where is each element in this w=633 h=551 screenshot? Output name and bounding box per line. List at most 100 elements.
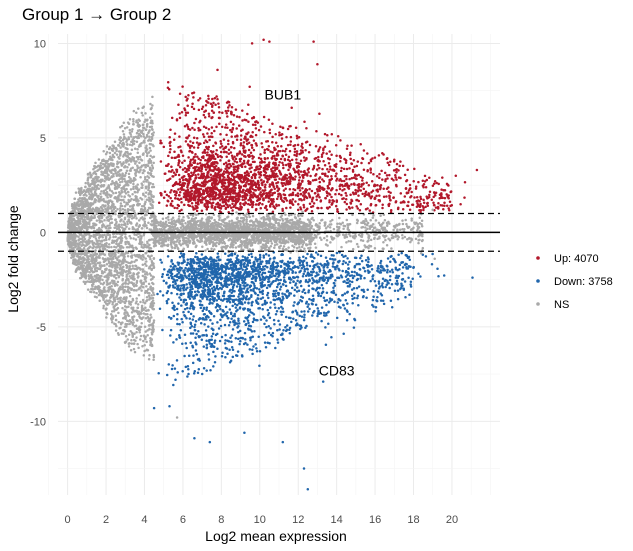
ns-point <box>407 225 411 229</box>
ns-point <box>121 187 125 190</box>
ns-point <box>151 325 154 328</box>
ns-point <box>83 253 87 257</box>
ns-point <box>98 216 101 220</box>
ns-point <box>266 227 270 231</box>
ns-point <box>88 271 91 274</box>
ns-point <box>119 296 122 300</box>
ns-point <box>139 334 143 338</box>
ns-point <box>101 172 104 176</box>
ns-point <box>75 247 79 251</box>
ns-point <box>132 237 135 240</box>
ns-point <box>84 181 87 185</box>
ns-point <box>97 158 101 161</box>
ns-point <box>149 278 153 281</box>
ns-point <box>316 232 320 236</box>
ns-point <box>278 246 281 250</box>
ns-point <box>139 280 142 283</box>
ns-point <box>171 246 174 250</box>
chart-title: Group 1 → Group 2 <box>22 5 171 24</box>
ns-point <box>135 217 138 220</box>
ns-point <box>390 236 394 240</box>
ns-point <box>137 188 141 191</box>
ns-point <box>136 190 139 194</box>
ns-point <box>140 142 143 145</box>
ns-point <box>114 209 118 213</box>
ns-point <box>367 239 370 242</box>
ns-point <box>180 229 184 232</box>
ns-point <box>127 200 131 204</box>
ns-point <box>135 247 138 251</box>
ns-point <box>144 257 147 260</box>
ns-point <box>102 204 105 207</box>
ns-point <box>103 179 106 183</box>
ns-point <box>127 172 131 176</box>
ns-point <box>76 204 79 207</box>
ns-point <box>108 151 112 155</box>
ns-point <box>129 222 133 225</box>
ns-point <box>140 289 143 292</box>
ns-point <box>109 300 112 303</box>
ns-point <box>141 129 144 132</box>
ns-point <box>130 276 133 280</box>
ns-point <box>218 218 221 222</box>
ns-point <box>99 277 102 280</box>
ns-point <box>318 236 322 240</box>
ns-point <box>130 256 134 259</box>
ns-point <box>203 236 207 239</box>
ns-point <box>74 258 77 261</box>
ns-point <box>120 204 124 208</box>
ns-point <box>89 183 93 186</box>
ns-point <box>113 226 116 230</box>
ns-point <box>108 214 111 217</box>
ns-point <box>98 235 102 238</box>
ns-point <box>85 258 88 261</box>
ns-point <box>95 239 99 242</box>
ns-point <box>122 256 126 260</box>
ns-point <box>143 126 146 130</box>
ns-point <box>211 227 215 231</box>
ns-point <box>137 132 141 136</box>
ns-point <box>365 219 368 223</box>
ns-point <box>312 218 315 222</box>
ns-point <box>188 226 192 229</box>
ns-point <box>91 192 94 196</box>
ns-point <box>121 279 124 282</box>
ns-point <box>284 248 287 252</box>
ns-point <box>196 219 200 223</box>
ns-point <box>113 223 117 227</box>
ns-point <box>146 152 149 155</box>
ns-point <box>121 130 125 133</box>
ns-point <box>228 220 231 223</box>
ns-point <box>273 213 276 217</box>
ns-point <box>218 214 221 217</box>
ns-point <box>150 106 153 110</box>
ns-point <box>84 276 87 279</box>
ns-point <box>133 139 136 143</box>
ns-point <box>331 218 334 222</box>
ns-point <box>267 225 270 228</box>
ns-point <box>103 275 106 278</box>
ns-point <box>133 350 137 354</box>
ns-point <box>73 236 77 239</box>
ns-point <box>102 149 105 153</box>
ns-point <box>84 215 88 219</box>
ns-point <box>126 282 130 286</box>
ns-point <box>226 244 229 248</box>
ns-point <box>136 310 140 314</box>
ns-point <box>381 228 385 231</box>
ns-point <box>248 220 252 223</box>
ns-point <box>124 211 127 214</box>
ns-point <box>92 226 96 230</box>
ns-point <box>146 208 150 212</box>
ns-point <box>122 282 125 285</box>
ns-point <box>122 121 126 124</box>
ns-point <box>144 146 147 149</box>
ns-point <box>374 219 378 222</box>
ns-point <box>78 241 81 245</box>
ns-point <box>245 238 249 242</box>
ns-point <box>135 319 139 322</box>
ns-point <box>82 189 86 192</box>
ns-point <box>108 254 112 258</box>
ns-point <box>143 335 147 339</box>
ns-point <box>281 222 285 225</box>
